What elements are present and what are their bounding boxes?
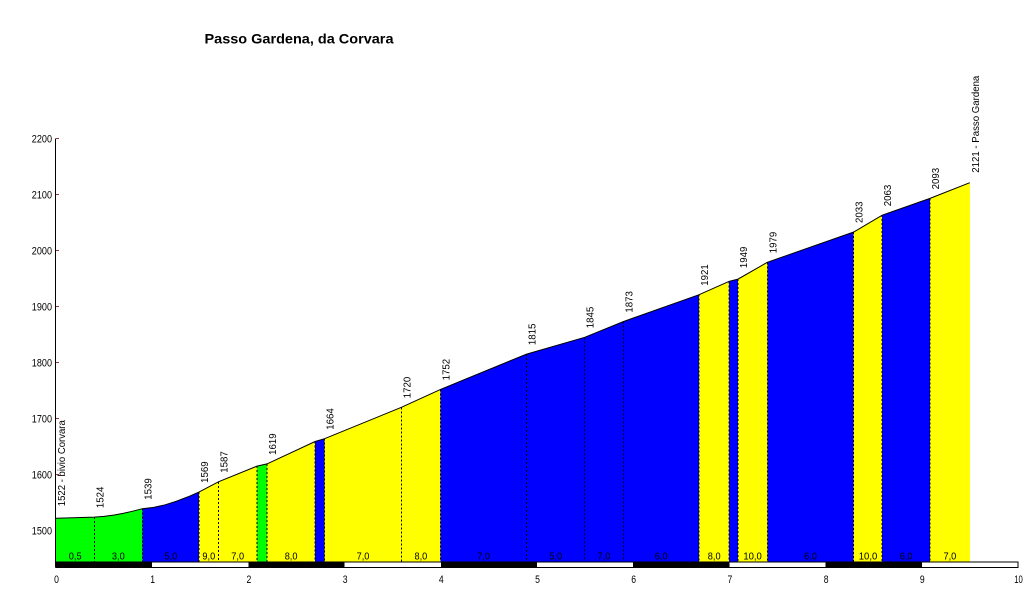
svg-text:1845: 1845 <box>586 307 597 329</box>
svg-text:2121 - Passo Gardena: 2121 - Passo Gardena <box>971 75 982 172</box>
svg-text:7,0: 7,0 <box>477 551 490 563</box>
svg-text:1979: 1979 <box>768 232 779 254</box>
svg-text:6: 6 <box>631 574 636 586</box>
svg-text:1587: 1587 <box>219 451 230 473</box>
svg-text:6,0: 6,0 <box>900 551 913 563</box>
svg-text:7: 7 <box>728 574 733 586</box>
svg-text:1664: 1664 <box>326 408 337 430</box>
svg-text:1500: 1500 <box>32 526 52 538</box>
svg-text:1800: 1800 <box>32 358 52 370</box>
svg-text:6,0: 6,0 <box>655 551 668 563</box>
svg-text:1522 - bivio Corvara: 1522 - bivio Corvara <box>57 420 68 506</box>
svg-text:4: 4 <box>439 574 444 586</box>
svg-text:1720: 1720 <box>402 377 413 399</box>
svg-text:3: 3 <box>343 574 348 586</box>
svg-text:3,0: 3,0 <box>112 551 125 563</box>
svg-text:1569: 1569 <box>200 461 211 483</box>
svg-text:10,0: 10,0 <box>743 551 762 563</box>
svg-text:1815: 1815 <box>528 323 539 345</box>
svg-text:8,0: 8,0 <box>415 551 428 563</box>
svg-text:8,0: 8,0 <box>708 551 721 563</box>
svg-text:1921: 1921 <box>700 264 711 286</box>
svg-text:10,0: 10,0 <box>859 551 878 563</box>
svg-text:2093: 2093 <box>931 168 942 190</box>
svg-text:7,0: 7,0 <box>944 551 957 563</box>
svg-text:1900: 1900 <box>32 302 52 314</box>
svg-text:0,5: 0,5 <box>69 551 82 563</box>
svg-text:1700: 1700 <box>32 414 52 426</box>
svg-text:2000: 2000 <box>32 246 52 258</box>
svg-text:5,0: 5,0 <box>164 551 177 563</box>
svg-text:1752: 1752 <box>442 359 453 381</box>
svg-text:8,0: 8,0 <box>285 551 298 563</box>
svg-text:7,0: 7,0 <box>357 551 370 563</box>
svg-text:1949: 1949 <box>739 246 750 268</box>
svg-text:2063: 2063 <box>883 184 894 206</box>
svg-text:0: 0 <box>54 574 59 586</box>
svg-text:6,0: 6,0 <box>804 551 817 563</box>
svg-text:Passo Gardena, da Corvara: Passo Gardena, da Corvara <box>205 31 394 47</box>
svg-text:9: 9 <box>920 574 925 586</box>
svg-text:1600: 1600 <box>32 470 52 482</box>
svg-text:5,0: 5,0 <box>549 551 562 563</box>
svg-text:2100: 2100 <box>32 190 52 202</box>
svg-text:5: 5 <box>535 574 540 586</box>
svg-text:8: 8 <box>824 574 829 586</box>
svg-text:2200: 2200 <box>32 134 52 146</box>
svg-text:1539: 1539 <box>143 478 154 500</box>
svg-text:7,0: 7,0 <box>598 551 611 563</box>
svg-text:1524: 1524 <box>95 486 106 508</box>
svg-text:1: 1 <box>150 574 155 586</box>
svg-text:2033: 2033 <box>855 201 866 223</box>
svg-text:1619: 1619 <box>268 433 279 455</box>
svg-text:2: 2 <box>247 574 252 586</box>
svg-text:9,0: 9,0 <box>202 551 215 563</box>
svg-text:7,0: 7,0 <box>231 551 244 563</box>
svg-text:1873: 1873 <box>624 291 635 313</box>
svg-text:10: 10 <box>1014 574 1023 586</box>
